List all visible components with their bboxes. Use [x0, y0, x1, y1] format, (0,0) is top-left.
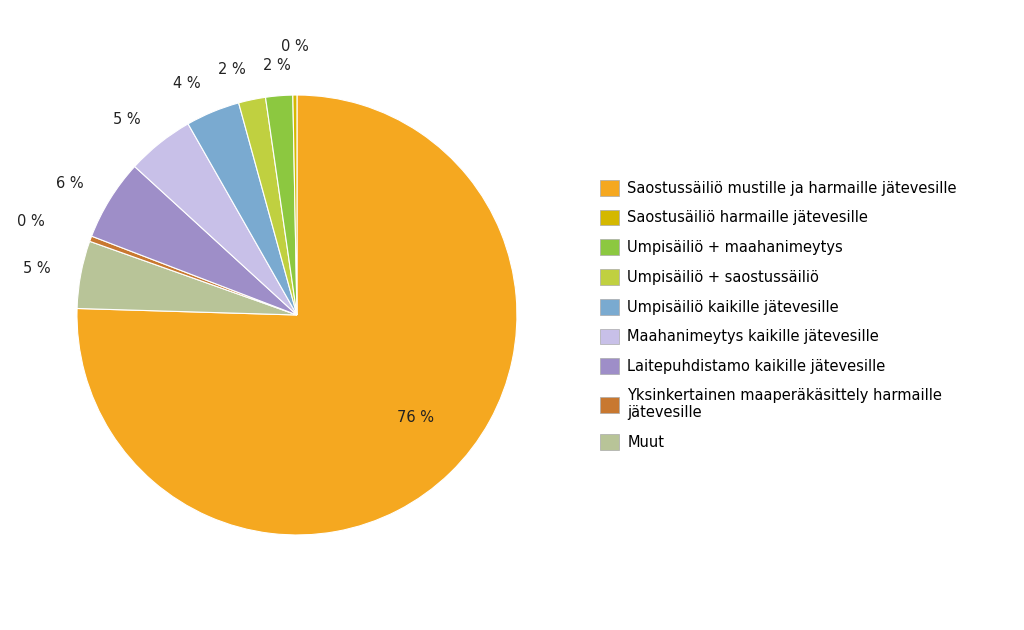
- Wedge shape: [90, 236, 297, 315]
- Wedge shape: [239, 97, 297, 315]
- Text: 4 %: 4 %: [173, 76, 201, 91]
- Text: 6 %: 6 %: [56, 176, 84, 191]
- Text: 76 %: 76 %: [396, 410, 433, 425]
- Wedge shape: [188, 103, 297, 315]
- Wedge shape: [265, 95, 297, 315]
- Wedge shape: [77, 95, 517, 535]
- Wedge shape: [293, 95, 297, 315]
- Text: 5 %: 5 %: [23, 261, 50, 276]
- Text: 0 %: 0 %: [17, 214, 45, 229]
- Wedge shape: [135, 124, 297, 315]
- Wedge shape: [77, 241, 297, 315]
- Text: 2 %: 2 %: [263, 57, 291, 72]
- Wedge shape: [91, 166, 297, 315]
- Text: 0 %: 0 %: [281, 39, 308, 54]
- Text: 2 %: 2 %: [218, 62, 246, 77]
- Text: 5 %: 5 %: [113, 112, 140, 127]
- Legend: Saostussäiliö mustille ja harmaille jätevesille, Saostusäiliö harmaille jätevesi: Saostussäiliö mustille ja harmaille jäte…: [600, 180, 957, 450]
